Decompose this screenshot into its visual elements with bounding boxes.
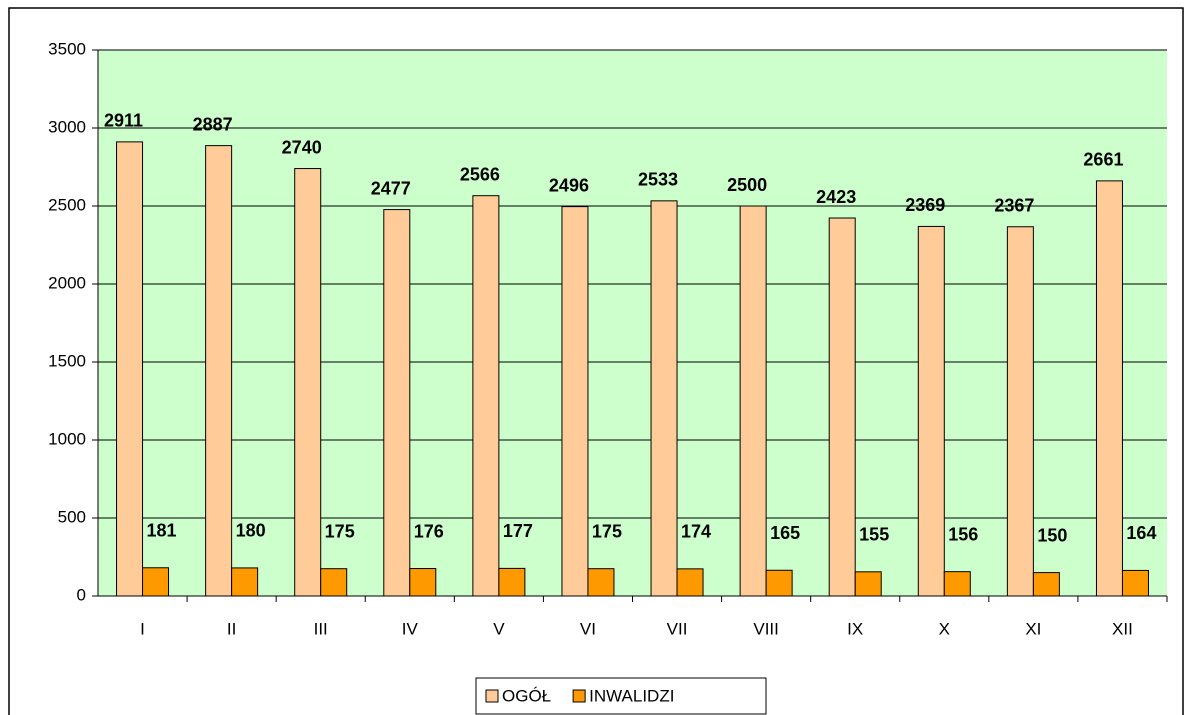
data-label: 2369 <box>905 195 945 215</box>
y-tick-label: 1500 <box>48 351 86 370</box>
bar <box>409 568 437 597</box>
data-label: 181 <box>147 521 177 541</box>
plot-area <box>98 50 1167 596</box>
legend-label: OGÓŁ <box>502 686 551 705</box>
data-label: 2477 <box>371 178 411 198</box>
y-tick-label: 1000 <box>48 429 86 448</box>
bar <box>765 569 793 597</box>
bar <box>676 568 704 597</box>
x-tick-label: VII <box>667 619 688 638</box>
data-label: 176 <box>414 521 444 541</box>
data-label: 2566 <box>460 164 500 184</box>
data-label: 2533 <box>638 170 678 190</box>
data-label: 155 <box>859 525 889 545</box>
x-tick-label: VI <box>580 619 596 638</box>
bar <box>587 568 615 597</box>
data-label: 2911 <box>104 111 143 131</box>
data-label: 165 <box>770 523 800 543</box>
data-label: 156 <box>948 524 978 544</box>
y-tick-label: 2500 <box>48 195 86 214</box>
x-tick-label: X <box>939 619 950 638</box>
bar <box>320 568 348 597</box>
bar <box>739 205 767 597</box>
data-label: 2887 <box>193 114 233 134</box>
x-tick-label: II <box>227 619 236 638</box>
data-label: 2500 <box>727 175 767 195</box>
bar <box>116 141 144 597</box>
y-tick-label: 500 <box>58 507 86 526</box>
data-label: 2367 <box>994 195 1034 215</box>
bar <box>650 200 678 597</box>
bar <box>1121 569 1149 597</box>
data-label: 175 <box>592 521 622 541</box>
bar <box>828 217 856 597</box>
bar <box>142 567 170 597</box>
bar <box>1095 180 1123 597</box>
x-tick-label: V <box>493 619 505 638</box>
x-tick-label: XI <box>1025 619 1041 638</box>
data-label: 150 <box>1037 525 1067 545</box>
legend-label: INWALIDZI <box>589 686 674 705</box>
bar <box>917 225 945 597</box>
x-tick-label: VIII <box>753 619 779 638</box>
x-tick-label: IX <box>847 619 863 638</box>
bar <box>1032 572 1060 597</box>
bar <box>943 571 971 597</box>
legend-swatch <box>485 689 499 703</box>
legend-swatch <box>572 689 586 703</box>
y-tick-label: 3000 <box>48 117 86 136</box>
x-tick-label: XII <box>1112 619 1133 638</box>
data-label: 174 <box>681 522 711 542</box>
y-tick-label: 3500 <box>48 39 86 58</box>
data-label: 2740 <box>282 137 322 157</box>
bar <box>294 168 322 597</box>
bar <box>205 145 233 597</box>
x-tick-label: III <box>314 619 328 638</box>
y-tick-label: 0 <box>77 585 86 604</box>
data-label: 164 <box>1126 523 1156 543</box>
bar <box>561 206 589 597</box>
bar <box>854 571 882 597</box>
data-label: 177 <box>503 521 533 541</box>
data-label: 2423 <box>816 187 856 207</box>
data-label: 2496 <box>549 175 589 195</box>
x-tick-label: IV <box>402 619 419 638</box>
bar <box>472 195 500 597</box>
x-tick-label: I <box>140 619 145 638</box>
bar <box>231 567 259 597</box>
bar <box>383 209 411 597</box>
y-tick-label: 2000 <box>48 273 86 292</box>
bar <box>498 567 526 597</box>
legend-box <box>475 677 767 715</box>
data-label: 2661 <box>1083 150 1123 170</box>
bar <box>1006 226 1034 597</box>
data-label: 180 <box>236 521 266 541</box>
data-label: 175 <box>325 521 355 541</box>
